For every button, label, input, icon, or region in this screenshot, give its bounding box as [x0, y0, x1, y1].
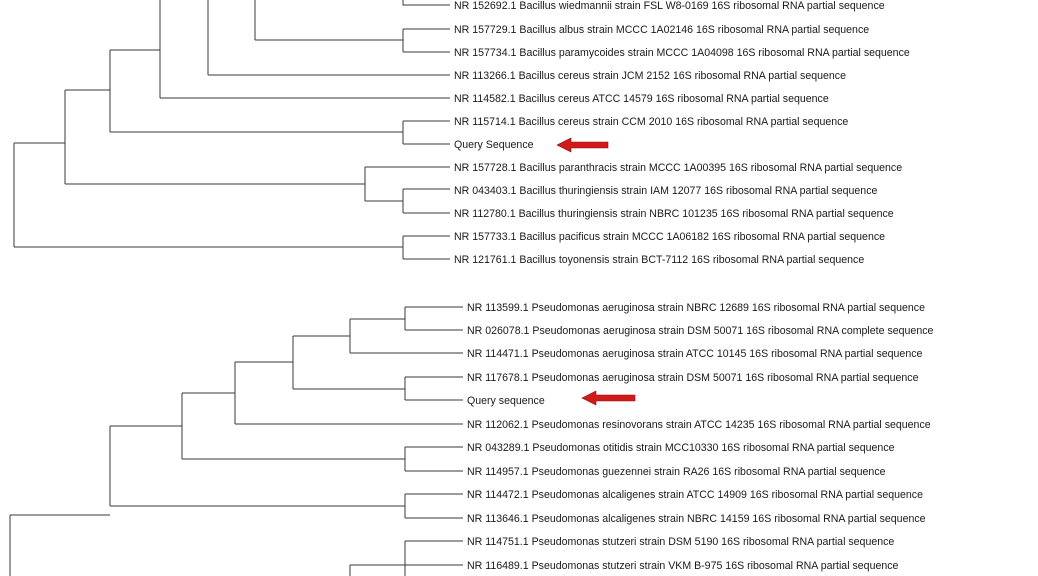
leaf-label: NR 026078.1 Pseudomonas aeruginosa strai… [467, 325, 934, 337]
leaf-label: NR 115714.1 Bacillus cereus strain CCM 2… [454, 116, 848, 128]
bacillus-leaf-labels: NR 152692.1 Bacillus wiedmannii strain F… [454, 0, 910, 266]
pseudomonas-tree: NR 113599.1 Pseudomonas aeruginosa strai… [9, 302, 934, 576]
leaf-label: NR 043289.1 Pseudomonas otitidis strain … [467, 442, 895, 454]
leaf-label: NR 112780.1 Bacillus thuringiensis strai… [454, 208, 894, 220]
query-sequence-label: Query sequence [467, 395, 545, 407]
red-arrow-icon [581, 390, 636, 406]
red-arrow-icon [556, 137, 609, 153]
pseudomonas-tree-branches [9, 306, 463, 576]
leaf-label: NR 116489.1 Pseudomonas stutzeri strain … [467, 560, 899, 572]
leaf-label: NR 157728.1 Bacillus paranthracis strain… [454, 162, 902, 174]
leaf-label: NR 157729.1 Bacillus albus strain MCCC 1… [454, 24, 869, 36]
leaf-label: NR 117678.1 Pseudomonas aeruginosa strai… [467, 372, 919, 384]
leaf-label: NR 121761.1 Bacillus toyonensis strain B… [454, 254, 864, 266]
leaf-label: NR 113266.1 Bacillus cereus strain JCM 2… [454, 70, 846, 82]
pseudomonas-leaf-labels: NR 113599.1 Pseudomonas aeruginosa strai… [467, 302, 934, 572]
query-sequence-label: Query Sequence [454, 139, 534, 151]
leaf-label: NR 113646.1 Pseudomonas alcaligenes stra… [467, 513, 926, 525]
leaf-label: NR 114582.1 Bacillus cereus ATCC 14579 1… [454, 93, 829, 105]
leaf-label: NR 114751.1 Pseudomonas stutzeri strain … [467, 536, 894, 548]
leaf-label: NR 114472.1 Pseudomonas alcaligenes stra… [467, 489, 923, 501]
leaf-label: NR 114957.1 Pseudomonas guezennei strain… [467, 466, 886, 478]
leaf-label: NR 112062.1 Pseudomonas resinovorans str… [467, 419, 931, 431]
leaf-label: NR 152692.1 Bacillus wiedmannii strain F… [454, 0, 885, 12]
bacillus-tree-branches [13, 0, 450, 260]
leaf-label: NR 157734.1 Bacillus paramycoides strain… [454, 47, 910, 59]
leaf-label: NR 114471.1 Pseudomonas aeruginosa strai… [467, 348, 923, 360]
leaf-label: NR 113599.1 Pseudomonas aeruginosa strai… [467, 302, 925, 314]
branch [402, 0, 450, 6]
leaf-label: NR 157733.1 Bacillus pacificus strain MC… [454, 231, 885, 243]
leaf-label: NR 043403.1 Bacillus thuringiensis strai… [454, 185, 878, 197]
bacillus-tree: NR 152692.1 Bacillus wiedmannii strain F… [13, 0, 910, 266]
